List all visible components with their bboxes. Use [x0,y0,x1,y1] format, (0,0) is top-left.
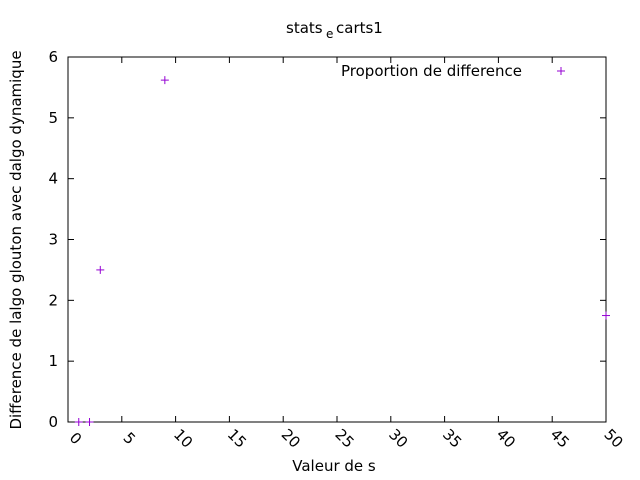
y-tick-label: 2 [48,291,58,309]
plot-area-frame [67,56,607,423]
y-tick-label: 1 [48,352,58,370]
x-tick-label: 10 [170,425,196,451]
x-tick-label: 35 [439,425,465,451]
chart-title: stats e carts1 [286,19,383,41]
data-point [602,311,610,320]
legend: Proportion de difference [341,62,565,80]
x-axis: 0 5 10 15 20 25 30 35 40 45 50 [66,57,627,452]
data-point [96,265,105,274]
y-tick-label: 6 [48,48,58,66]
x-tick-label: 20 [278,425,304,451]
data-point [160,76,169,85]
x-tick-label: 25 [331,425,357,451]
x-tick-label: 50 [600,425,626,451]
x-tick-label: 45 [547,425,573,451]
y-tick-label: 5 [48,109,58,127]
data-point [74,418,83,426]
chart-title-rest: carts1 [336,19,383,37]
chart-title-subscript: e [326,27,333,41]
x-tick-label: 15 [224,425,250,451]
legend-label: Proportion de difference [341,62,522,80]
y-tick-label: 4 [48,170,58,188]
legend-plus-marker [557,67,565,75]
x-tick-label: 5 [120,429,139,448]
data-point [85,418,94,426]
y-tick-label: 3 [48,231,58,249]
x-axis-title: Valeur de s [292,457,376,475]
y-tick-label: 0 [48,413,58,431]
x-tick-label: 40 [493,425,519,451]
y-axis-title: Difference de lalgo glouton avec dalgo d… [7,50,25,429]
data-points [74,76,610,426]
chart-title-main: stats [286,19,323,37]
x-tick-label: 0 [66,429,85,448]
y-axis: 0 1 2 3 4 5 6 [48,48,606,431]
x-tick-label: 30 [385,425,411,451]
legend-marker [557,67,565,75]
